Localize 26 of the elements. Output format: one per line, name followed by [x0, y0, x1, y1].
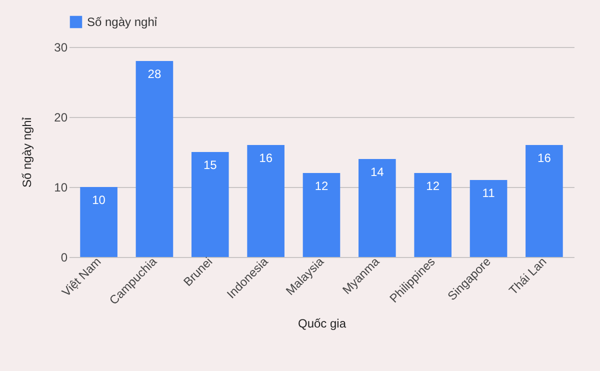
data-label: 12	[314, 179, 328, 193]
x-axis-title: Quốc gia	[298, 316, 346, 331]
data-label: 16	[259, 151, 273, 165]
bar	[247, 145, 284, 257]
bar	[526, 145, 563, 257]
y-tick-label: 0	[60, 250, 68, 264]
bar	[302, 173, 340, 257]
y-tick-label: 10	[54, 180, 68, 194]
legend-label: Số ngày nghỉ	[87, 15, 158, 29]
x-tick-label: Thái Lan	[506, 254, 550, 298]
data-label: 10	[92, 193, 106, 207]
y-tick-label: 30	[54, 40, 68, 54]
bar	[80, 187, 118, 257]
bar	[414, 173, 452, 257]
bar	[358, 159, 396, 257]
bar	[136, 61, 174, 257]
data-label: 12	[426, 179, 440, 193]
bar	[470, 180, 508, 257]
bar	[191, 152, 229, 257]
y-tick-label: 20	[54, 110, 68, 124]
data-label: 16	[538, 151, 552, 165]
data-label: 14	[370, 165, 384, 179]
data-label: 11	[482, 186, 496, 200]
data-label: 28	[148, 67, 162, 81]
y-axis-title: Số ngày nghỉ	[20, 117, 34, 188]
data-label: 15	[203, 158, 218, 172]
